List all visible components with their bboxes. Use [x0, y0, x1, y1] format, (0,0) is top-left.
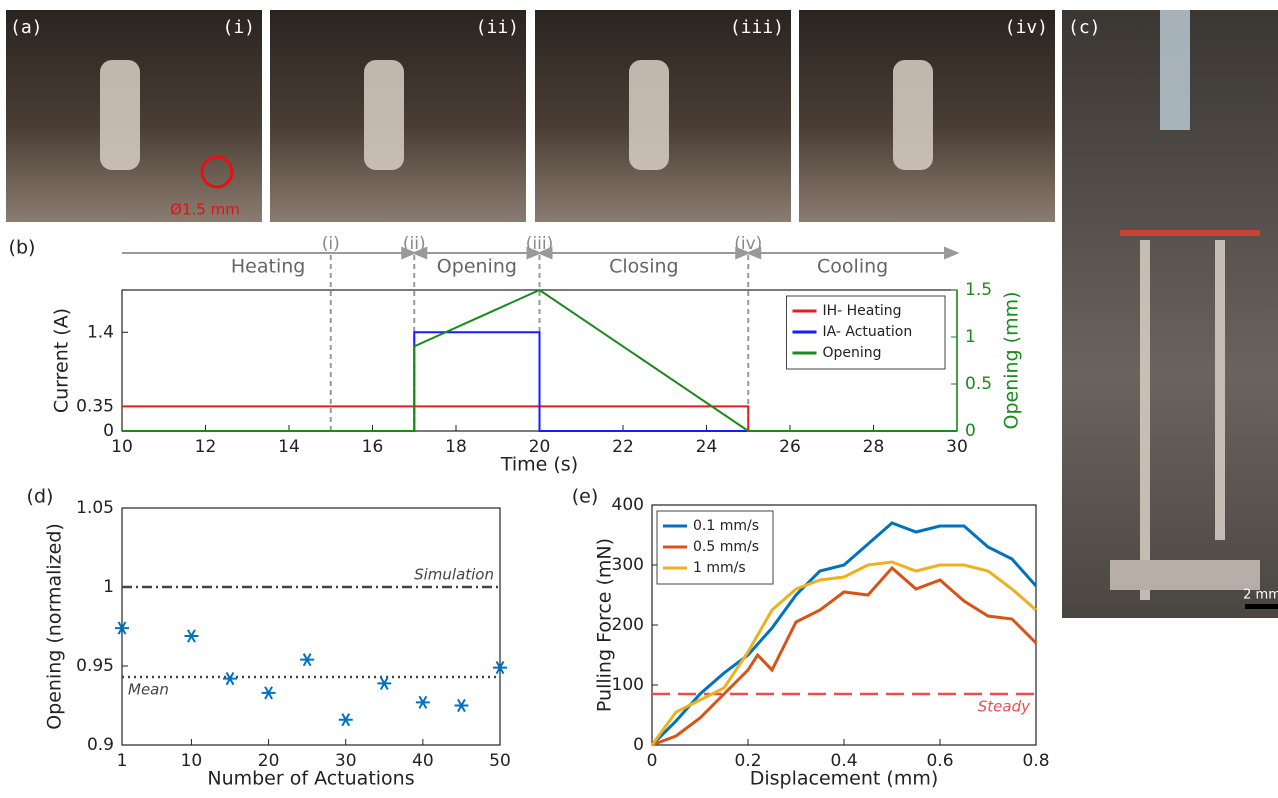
series-line	[122, 288, 957, 432]
y-tick-label: 200	[612, 615, 644, 635]
frame-label: (i)	[222, 17, 255, 38]
x-tick-label: 0.6	[926, 751, 953, 771]
y-tick-label: 400	[612, 495, 644, 515]
scale-bar-label: 2 mm	[1243, 588, 1278, 603]
phase-arrow	[536, 246, 751, 260]
chart: 0 0.2 0.4 0.6 0.8 0 100 200 300 400 Displacement (…	[572, 486, 1050, 790]
data-point	[338, 713, 353, 727]
x-tick-label: 30	[946, 437, 968, 457]
x-tick-label: 16	[362, 437, 384, 457]
series-line	[651, 565, 1038, 747]
data-point	[300, 653, 315, 667]
x-tick-label: 40	[412, 751, 434, 771]
x-tick-label: 0.2	[734, 751, 761, 771]
data-point	[415, 695, 430, 709]
chart: 1 10 20 30 40 50 0.9 0.95 1 1.05 Number of Actuati…	[27, 486, 511, 790]
x-axis-label: Displacement (mm)	[750, 768, 939, 790]
series-line	[650, 560, 1037, 746]
x-axis-label: Time (s)	[500, 454, 578, 476]
x-tick-label: 10	[181, 751, 203, 771]
series-line	[650, 521, 1038, 747]
data-point	[493, 660, 507, 675]
data-point	[115, 621, 129, 635]
y-tick-label: 1.4	[87, 322, 114, 342]
phase-label: Heating	[231, 256, 305, 278]
event-label: (ii)	[403, 234, 426, 254]
reference-label: Simulation	[414, 566, 494, 584]
phase-arrow	[745, 246, 960, 260]
event-label: (i)	[322, 234, 340, 254]
x-tick-label: 1	[117, 751, 128, 771]
y2-tick-label: 0	[965, 421, 976, 441]
x-tick-label: 0.8	[1022, 751, 1049, 771]
y2-tick-label: 1.5	[965, 280, 992, 300]
x-tick-label: 14	[278, 437, 300, 457]
scale-bar	[1245, 604, 1278, 609]
y-tick-label: 1.05	[76, 498, 114, 518]
y-tick-label: 0.9	[87, 735, 114, 755]
y-tick-label: 0	[633, 735, 644, 755]
y2-tick-label: 0.5	[965, 374, 992, 394]
phase-arrow	[122, 246, 417, 260]
legend-label: 0.5 mm/s	[693, 539, 759, 555]
photo-row: (a) (i) (ii) (iii) (iv) Ø1.5 mm (c) 2 mm	[6, 10, 1278, 618]
data-point	[454, 698, 469, 713]
panel-label: (d)	[27, 486, 54, 508]
y-tick-label: 0.95	[76, 656, 114, 676]
y-tick-label: 0	[103, 421, 114, 441]
data-point	[261, 686, 276, 700]
phase-label: Closing	[609, 256, 678, 278]
phase-label: Cooling	[817, 256, 888, 278]
x-tick-label: 18	[445, 437, 467, 457]
plot-frame	[121, 507, 501, 746]
legend-label: 0.1 mm/s	[693, 518, 759, 534]
reference-label: Steady	[978, 698, 1031, 716]
frame-label: (iii)	[730, 17, 784, 38]
diameter-label: Ø1.5 mm	[170, 201, 240, 219]
data-point	[184, 629, 199, 643]
y-tick-label: 1	[103, 577, 114, 597]
phase-label: Opening	[437, 256, 517, 278]
x-tick-label: 24	[696, 437, 718, 457]
legend-label: IA- Actuation	[823, 324, 913, 340]
data-point	[223, 672, 237, 686]
panel-label: (c)	[1068, 17, 1101, 38]
legend-label: 1 mm/s	[693, 560, 746, 576]
y-axis-label: Pulling Force (mN)	[594, 538, 616, 712]
photo-detail	[100, 10, 1260, 600]
y-axis-label: Current (A)	[51, 308, 73, 413]
x-tick-label: 20	[529, 437, 551, 457]
frame-label: (ii)	[476, 17, 519, 38]
x-tick-label: 0	[647, 751, 658, 771]
panel-label: (a)	[10, 17, 43, 38]
frame-label: (iv)	[1005, 17, 1048, 38]
y-axis-label: Opening (normalized)	[44, 523, 66, 730]
x-axis-label: Number of Actuations	[207, 768, 414, 790]
x-tick-label: 12	[195, 437, 217, 457]
y-tick-label: 100	[612, 675, 644, 695]
legend-label: IH- Heating	[823, 303, 902, 319]
x-tick-label: 28	[863, 437, 885, 457]
ring	[200, 155, 234, 189]
x-tick-label: 22	[612, 437, 634, 457]
phase-arrow	[411, 246, 543, 260]
x-tick-label: 26	[779, 437, 801, 457]
y-tick-label: 0.35	[76, 396, 114, 416]
x-tick-label: 50	[489, 751, 511, 771]
legend-label: Opening	[823, 345, 882, 361]
chart: 10 12 14 16 18 20 22 24 26 28 3000.351.400.511.5Ti…	[9, 234, 1023, 476]
y2-axis-label: Opening (mm)	[1001, 291, 1023, 429]
y-tick-label: 300	[612, 555, 644, 575]
data-point	[377, 676, 392, 690]
x-tick-label: 20	[258, 751, 280, 771]
panel-label: (b)	[9, 237, 36, 259]
panel-label: (e)	[572, 486, 599, 508]
y2-tick-label: 1	[965, 327, 976, 347]
event-label: (iii)	[526, 234, 553, 254]
reference-label: Mean	[128, 681, 169, 699]
x-tick-label: 0.4	[830, 751, 857, 771]
x-tick-label: 30	[335, 751, 357, 771]
x-tick-label: 10	[111, 437, 133, 457]
